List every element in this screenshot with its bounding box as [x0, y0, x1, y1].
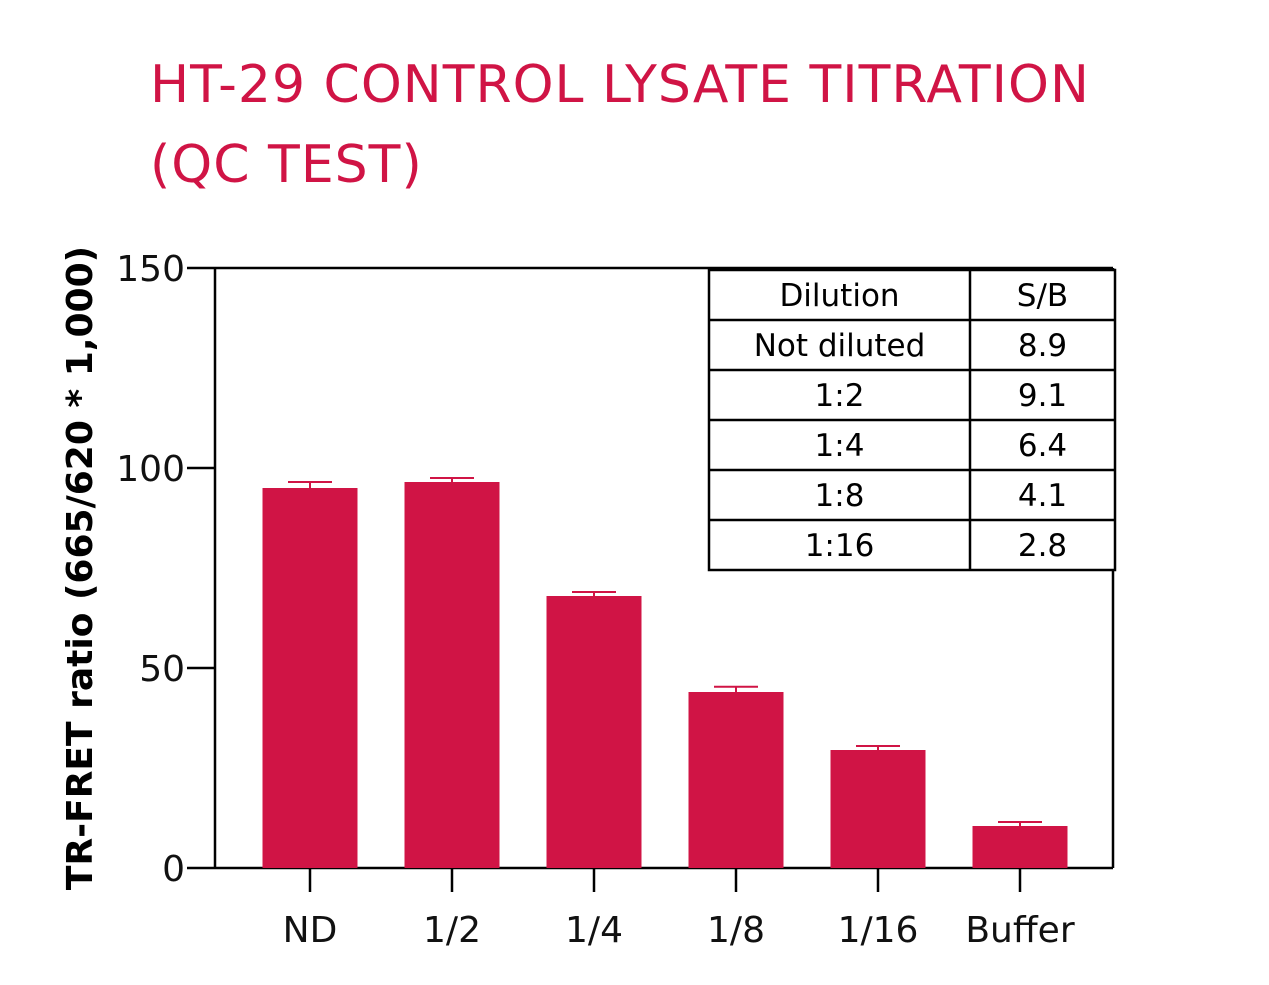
x-tick-label: Buffer — [965, 910, 1074, 951]
y-tick-label: 50 — [139, 649, 185, 690]
y-tick-label: 150 — [116, 249, 185, 290]
x-tick-label: 1/16 — [838, 910, 919, 951]
table-cell-sb: 8.9 — [1018, 328, 1067, 364]
table-cell-dilution: 1:2 — [815, 378, 865, 414]
y-axis-title: TR-FRET ratio (665/620 * 1,000) — [60, 246, 101, 890]
bar — [688, 692, 784, 868]
table-cell-dilution: 1:16 — [805, 528, 875, 564]
table-cell-dilution: 1:4 — [815, 428, 865, 464]
table-cell-sb: 6.4 — [1018, 428, 1067, 464]
bar — [830, 750, 926, 868]
x-tick-label: ND — [283, 910, 338, 951]
bars — [262, 477, 1068, 868]
table-cell-dilution: 1:8 — [815, 478, 865, 514]
table-cell-sb: 2.8 — [1018, 528, 1067, 564]
table-header-dilution: Dilution — [779, 278, 899, 314]
x-tick-label: 1/2 — [423, 910, 481, 951]
y-tick-label: 0 — [162, 849, 185, 890]
chart-title-line-2: (QC TEST) — [150, 135, 423, 195]
table-header-sb: S/B — [1017, 278, 1068, 314]
ticks: 0 50 100 150 ND 1/2 1/4 1/8 1/16 Buffer — [116, 249, 1075, 951]
bar — [546, 596, 642, 868]
sb-table: Dilution S/B Not diluted 8.9 1:2 9.1 1:4 6.4 1:8… — [707, 268, 1117, 572]
x-tick-label: 1/4 — [565, 910, 623, 951]
axes — [213, 266, 1115, 870]
bar — [404, 482, 500, 868]
bar — [972, 826, 1068, 868]
table-cell-sb: 9.1 — [1018, 378, 1067, 414]
table-cell-sb: 4.1 — [1018, 478, 1067, 514]
table-cell-dilution: Not diluted — [754, 328, 926, 364]
bar — [262, 488, 358, 868]
y-tick-label: 100 — [116, 449, 185, 490]
chart-title-line-1: HT-29 CONTROL LYSATE TITRATION — [150, 55, 1090, 115]
x-tick-label: 1/8 — [707, 910, 765, 951]
